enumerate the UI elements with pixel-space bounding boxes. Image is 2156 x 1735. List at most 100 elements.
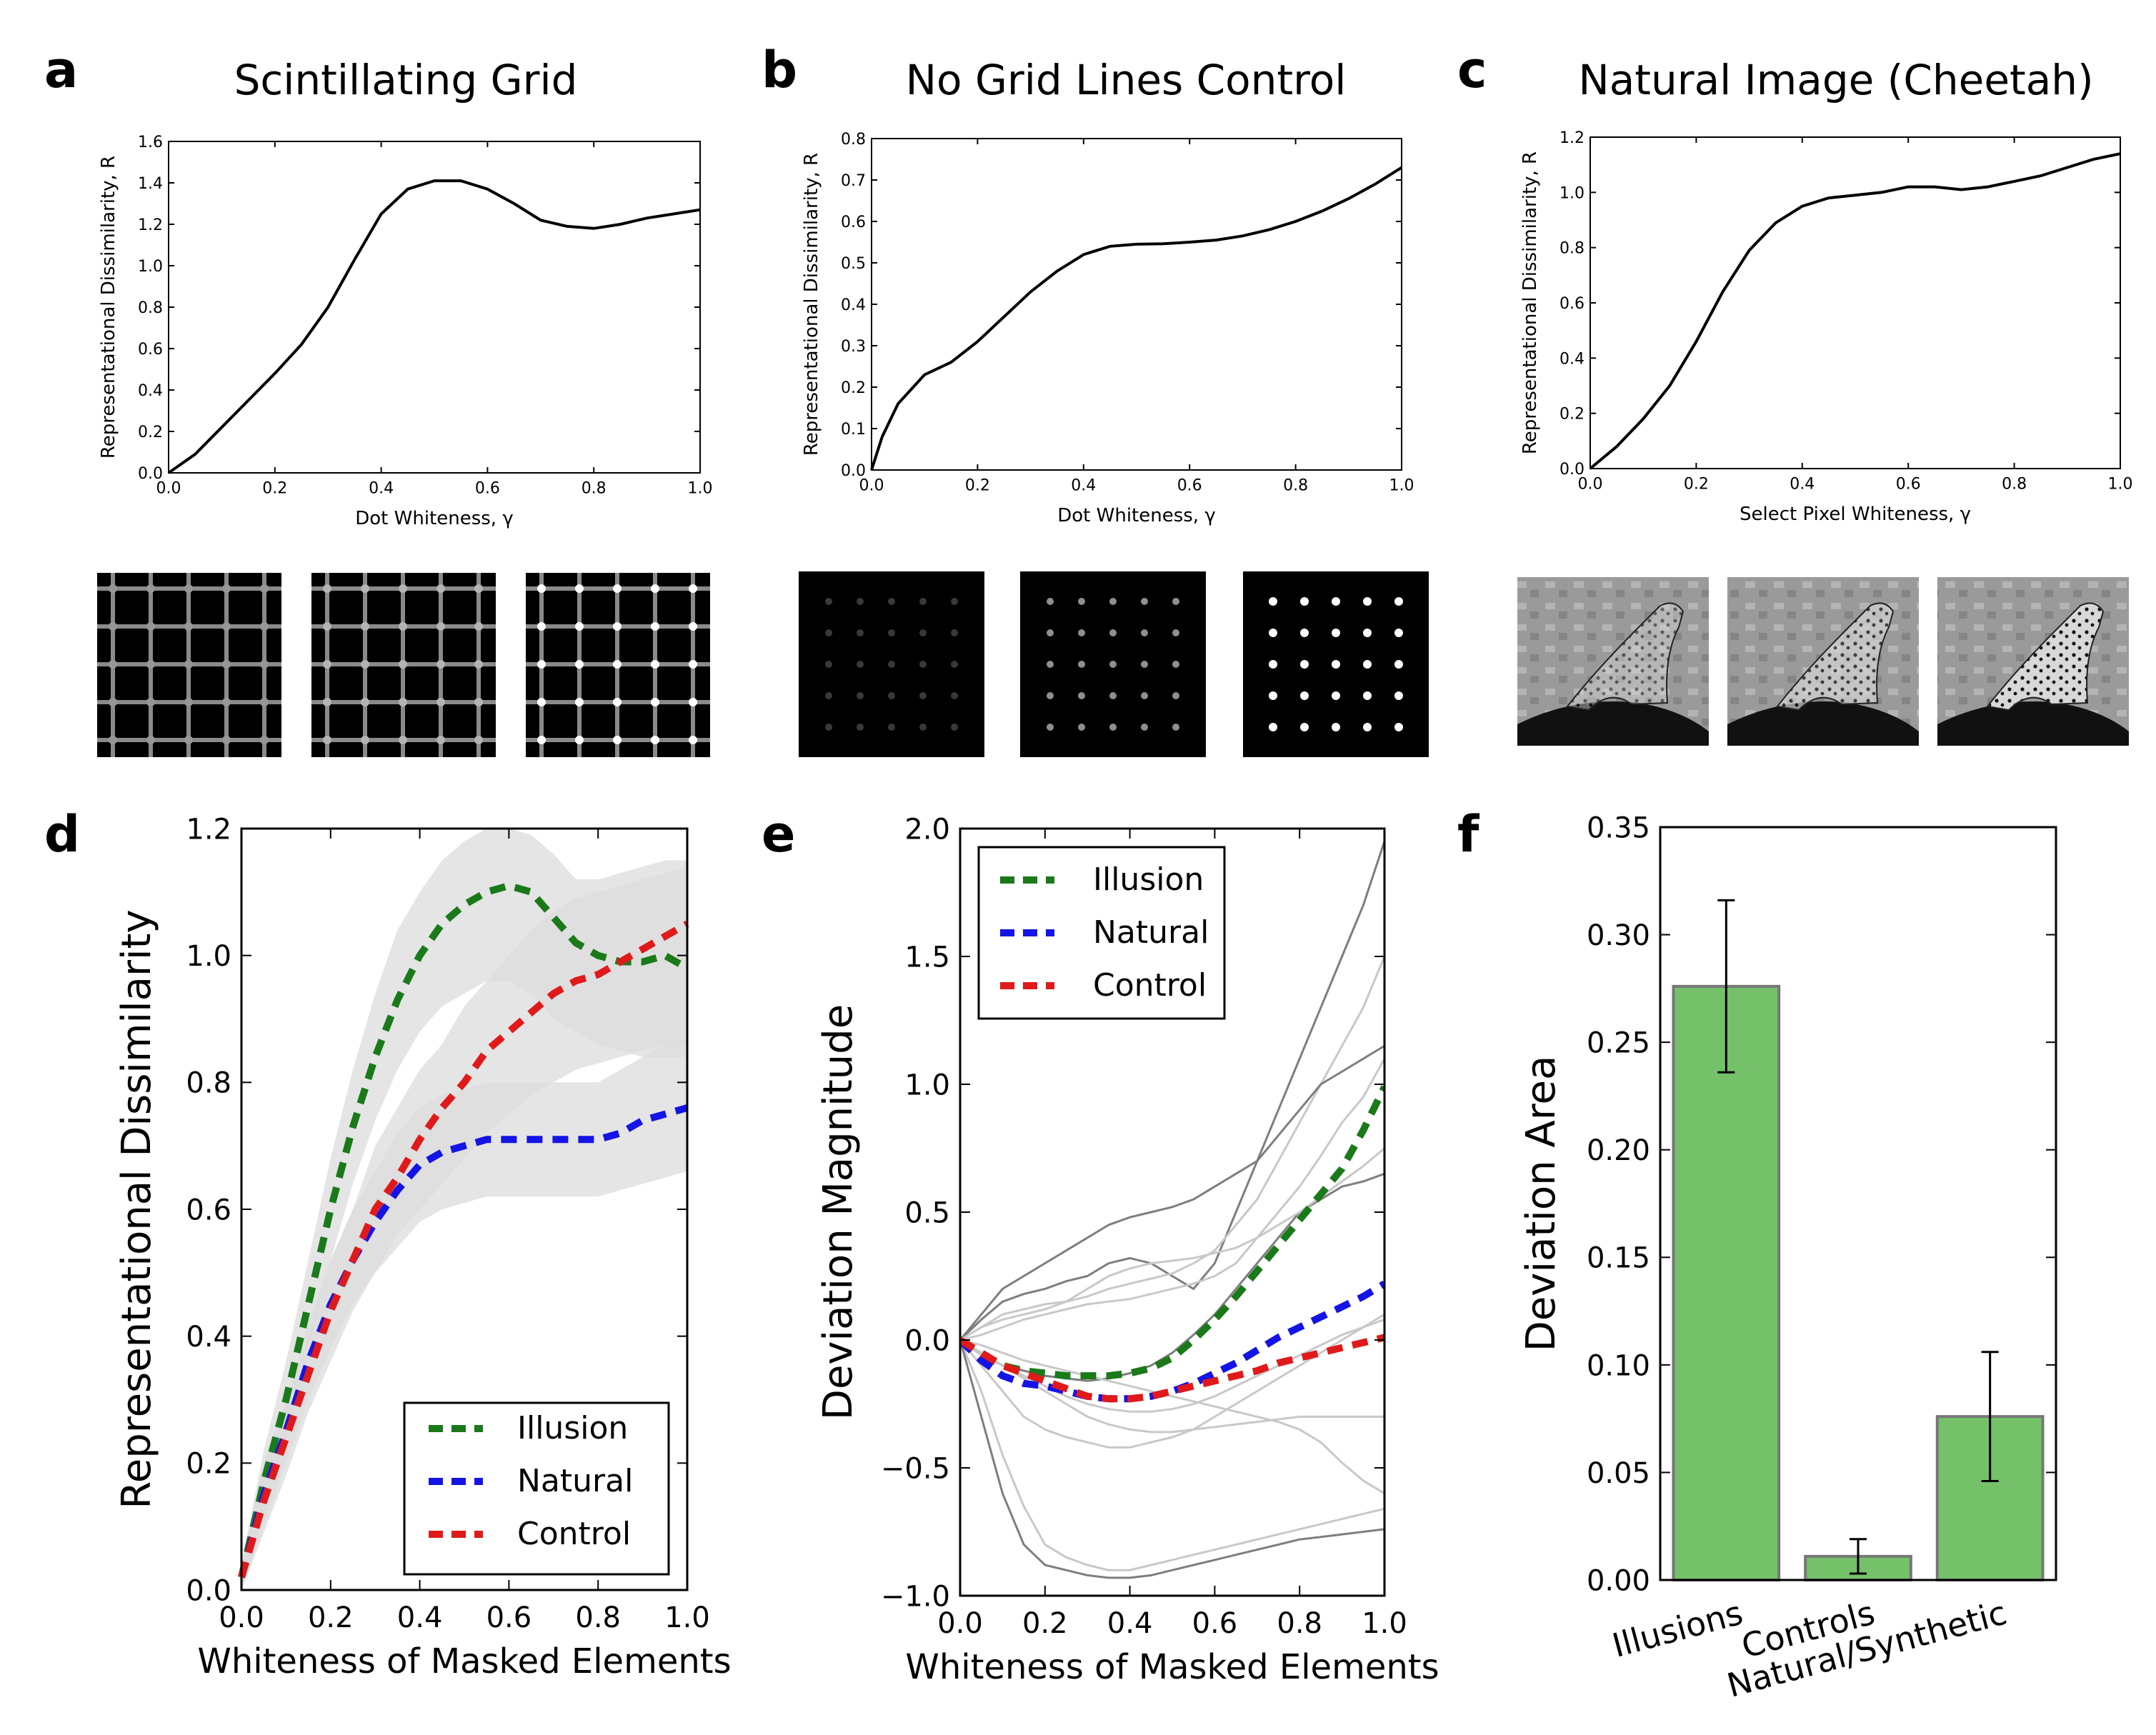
panel-title-a: Scintillating Grid (234, 56, 578, 104)
dot (825, 661, 832, 668)
grid-dot (651, 698, 659, 706)
y-axis-label-f: Deviation Area (1518, 1056, 1564, 1352)
y-tick-label: 1.0 (904, 1069, 950, 1101)
y-tick-label: 0.2 (138, 424, 163, 441)
grid-dot (260, 660, 269, 669)
grid-dot (651, 736, 659, 744)
y-tick-label: 0.1 (841, 421, 866, 439)
cheetah-figure (1566, 602, 1685, 711)
x-axis-label-d: Whiteness of Masked Elements (197, 1641, 731, 1681)
dot (1300, 691, 1309, 700)
legend-label-natural: Natural (1093, 914, 1209, 951)
grid-dot (474, 584, 483, 593)
y-tick-label: 1.0 (1559, 184, 1584, 202)
dot (919, 724, 927, 731)
grid-dot (146, 698, 155, 706)
legend-label-illusion: Illusion (517, 1410, 628, 1446)
dot (919, 629, 927, 636)
grid-dot (184, 584, 193, 593)
dot (1332, 629, 1340, 637)
dot (857, 661, 864, 668)
grid-dot (361, 736, 369, 744)
dot (1363, 597, 1372, 606)
dot (1269, 723, 1277, 731)
grid-dot (146, 584, 155, 593)
x-tick-label: 0.8 (1283, 477, 1308, 495)
dot (1394, 691, 1403, 700)
grid-dot (436, 736, 445, 744)
dot (1047, 661, 1054, 668)
dot (1332, 660, 1340, 669)
grid-dot (323, 698, 331, 706)
x-tick-label: 0.2 (308, 1601, 354, 1634)
dot (825, 598, 832, 605)
dot (825, 724, 832, 731)
legend-frame (977, 846, 1226, 1020)
grid-dot (222, 698, 231, 706)
grid-dot (537, 622, 546, 631)
grid-dot (184, 698, 193, 706)
dot (857, 629, 864, 636)
dot (888, 598, 895, 605)
grid-dot (474, 698, 483, 706)
x-tick-label: 0.0 (937, 1607, 983, 1640)
dot (919, 598, 927, 605)
y-tick-label: 0.7 (841, 172, 866, 190)
dot (888, 629, 895, 636)
y-tick-label: 0.2 (1559, 406, 1584, 424)
dot (951, 724, 958, 731)
x-tick-label: 0.2 (1022, 1607, 1068, 1640)
individual-line (960, 1339, 1384, 1579)
dot (1300, 660, 1309, 669)
axes-frame-f (1659, 826, 2057, 1581)
x-tick-label: 0.4 (1107, 1607, 1153, 1640)
dot (951, 629, 958, 636)
y-tick-label: 1.6 (138, 134, 163, 151)
grid-dot (222, 736, 231, 744)
stimulus-grid-1 (97, 573, 281, 757)
dot (1300, 597, 1309, 606)
grid-dot (537, 584, 546, 593)
x-tick-label: 0.2 (1684, 476, 1709, 494)
x-tick-label: 1.0 (664, 1601, 710, 1634)
individual-line (960, 1172, 1384, 1382)
y-tick-label: 1.0 (138, 258, 163, 276)
individual-line (960, 956, 1384, 1341)
x-tick-label: 0.8 (1277, 1607, 1322, 1640)
y-tick-label: 0.35 (1587, 811, 1650, 844)
y-tick-label: 0.0 (841, 462, 866, 480)
legend-label-illusion: Illusion (1093, 861, 1204, 898)
dot (1363, 723, 1372, 731)
grid-dot (399, 584, 407, 593)
x-axis-label-b: Dot Whiteness, γ (1057, 505, 1215, 526)
y-tick-label: 0.8 (1559, 240, 1584, 258)
y-tick-label: 2.0 (904, 813, 950, 846)
grid-dot (689, 736, 697, 744)
grid-dot (651, 622, 659, 631)
grid-dot (399, 622, 407, 631)
grid-dot (399, 660, 407, 669)
y-tick-label: 0.6 (186, 1194, 231, 1226)
y-tick-label: 0.25 (1587, 1027, 1650, 1060)
grid-dot (222, 660, 231, 669)
y-tick-label: 0.4 (186, 1321, 231, 1354)
stimulus-dots-3 (1243, 571, 1429, 757)
panel-letter-d: d (44, 805, 80, 864)
individual-line (960, 1045, 1384, 1341)
x-tick-label: 0.8 (575, 1601, 621, 1634)
stimulus-grid-2 (311, 573, 496, 757)
chart-d: 0.0 0.2 0.4 0.6 0.8 1.0 0.0 0.2 0.4 0.6 0.8 1.0 1.2 W… (114, 813, 732, 1681)
confidence-bands (241, 829, 687, 1590)
y-tick-label: 0.05 (1587, 1457, 1650, 1490)
individual-line (960, 1339, 1384, 1495)
grid-dot (689, 698, 697, 706)
panel-letter-a: a (44, 41, 78, 99)
grid-dot (184, 660, 193, 669)
dot (1300, 723, 1309, 731)
x-tick-label: 0.2 (262, 480, 287, 498)
dot (1047, 724, 1054, 731)
band-natural (241, 1038, 687, 1590)
dot (951, 661, 958, 668)
grid-dot (222, 584, 231, 593)
